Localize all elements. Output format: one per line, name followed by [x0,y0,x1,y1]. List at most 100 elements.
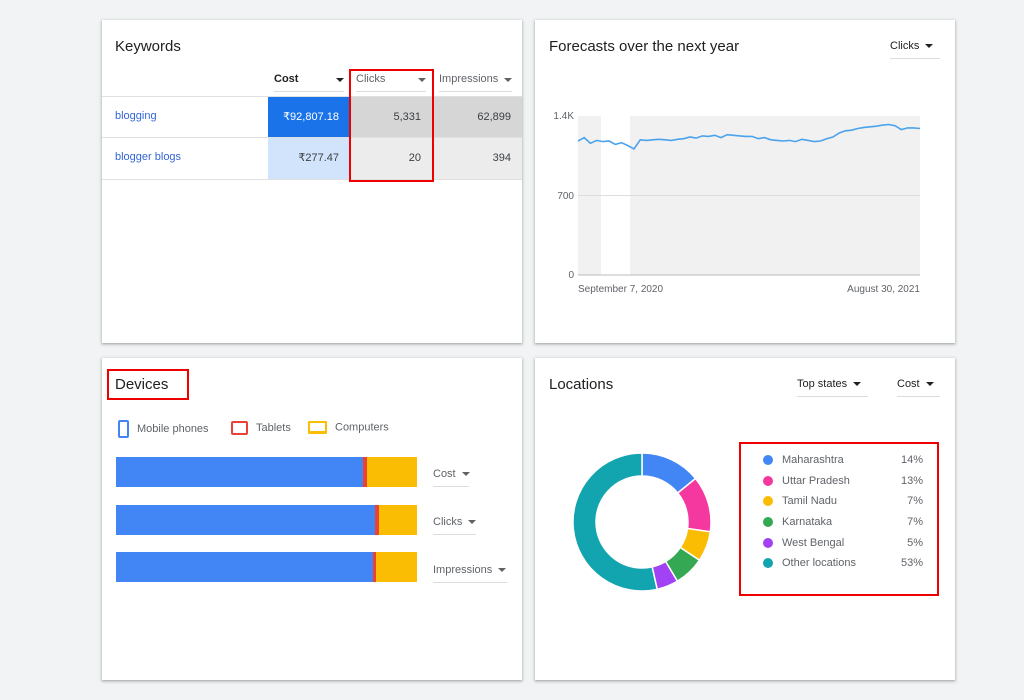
computer-icon [308,421,327,434]
device-share-bar [116,552,417,582]
locations-card: Locations Top states Cost Maharashtra 14%… [535,358,955,680]
device-share-bar [116,457,417,487]
tablet-segment [362,457,368,487]
y-tick-label: 0 [568,270,574,281]
locations-metric-dropdown[interactable]: Cost [897,378,940,397]
location-name: Karnataka [782,516,833,528]
legend-item-maharashtra: Maharashtra 14% [763,454,923,468]
location-name: Maharashtra [782,454,844,466]
locations-filter-dropdown[interactable]: Top states [797,378,868,397]
mobile-icon [118,420,129,438]
location-name: Tamil Nadu [782,495,838,507]
keywords-title: Keywords [115,38,181,55]
location-share: 7% [907,516,923,528]
forecast-series-line [577,123,921,150]
locations-donut-chart [572,452,712,592]
locations-legend: Maharashtra 14% Uttar Pradesh 13% Tamil Na… [741,442,941,592]
sort-dropdown-icon [336,78,344,82]
legend-item-uttar-pradesh: Uttar Pradesh 13% [763,475,923,489]
keyword-link[interactable]: blogger blogs [115,151,182,163]
impressions-cell: 394 [432,138,522,179]
legend-label: Tablets [256,421,291,434]
clicks-column-header[interactable]: Clicks [356,73,426,92]
computer-segment [375,552,417,582]
impressions-header-label: Impressions [439,73,499,85]
locations-title: Locations [549,376,614,393]
dropdown-icon [468,520,477,525]
dropdown-icon [853,382,862,387]
keywords-card: Keywords Cost Clicks Impressions bloggin… [102,20,522,343]
cost-cell: ₹92,807.18 [268,97,350,138]
devices-title-highlight [107,369,189,400]
cost-column-header[interactable]: Cost [274,73,344,92]
y-tick-label: 700 [557,191,574,202]
forecast-title: Forecasts over the next year [549,38,740,55]
location-name: West Bengal [782,537,845,549]
tablet-segment [373,552,376,582]
color-dot [763,517,773,527]
x-start-label: September 7, 2020 [578,284,663,295]
legend-item-west-bengal: West Bengal 5% [763,537,923,551]
x-end-label: August 30, 2021 [847,284,920,295]
keyword-link[interactable]: blogging [115,110,157,122]
devices-title: Devices [115,376,169,393]
mobile-segment [116,505,375,535]
bar-metric-dropdown[interactable]: Cost [433,468,470,487]
dropdown-icon [504,78,512,82]
bar-metric-label: Clicks [433,516,463,528]
location-name: Other locations [782,557,856,569]
legend-label: Mobile phones [137,422,209,435]
dropdown-icon [418,78,426,82]
legend-item-tamil-nadu: Tamil Nadu 7% [763,495,923,509]
dropdown-icon [925,382,934,387]
devices-card: Devices Mobile phones Tablets Computers … [102,358,522,680]
impressions-column-header[interactable]: Impressions [439,73,512,92]
impressions-cell: 62,899 [432,97,522,138]
dropdown-icon [461,472,470,477]
legend-tablets: Tablets [231,421,291,435]
clicks-header-label: Clicks [356,73,386,85]
legend-item-other-locations: Other locations 53% [763,557,923,571]
color-dot [763,455,773,465]
computer-segment [379,505,417,535]
location-share: 13% [900,475,923,487]
tablet-segment [374,505,380,535]
cost-header-label: Cost [274,73,299,85]
forecast-metric-label: Clicks [890,40,920,52]
location-name: Uttar Pradesh [782,475,850,487]
clicks-cell: 20 [350,138,432,179]
bar-metric-dropdown[interactable]: Clicks [433,516,477,535]
location-share: 5% [907,537,923,549]
dropdown-icon [498,568,507,573]
forecast-card: Forecasts over the next year Clicks 1.4K… [535,20,955,343]
location-share: 7% [907,495,923,507]
computer-segment [367,457,417,487]
mobile-segment [116,457,363,487]
bar-metric-label: Impressions [433,564,493,576]
legend-item-karnataka: Karnataka 7% [763,516,923,530]
location-share: 14% [900,454,923,466]
color-dot [763,476,773,486]
mobile-segment [116,552,374,582]
bar-metric-dropdown[interactable]: Impressions [433,564,507,583]
forecast-line-chart: 1.4K 700 0 September 7, 2020 August 30, … [553,111,921,295]
locations-metric-label: Cost [897,378,920,390]
dropdown-icon [925,44,934,49]
bar-metric-label: Cost [433,468,456,480]
tablet-icon [231,421,248,435]
color-dot [763,558,773,568]
clicks-cell: 5,331 [350,97,432,138]
location-share: 53% [900,557,923,569]
locations-legend-highlight [739,442,939,596]
color-dot [763,496,773,506]
clicks-column-highlight [349,69,434,182]
color-dot [763,538,773,548]
legend-computers: Computers [308,421,389,434]
table-row[interactable]: blogger blogs ₹277.47 20 394 [102,137,522,180]
locations-filter-label: Top states [797,378,848,390]
y-tick-label: 1.4K [553,111,574,122]
donut-slice-other-locations[interactable] [572,452,659,592]
forecast-metric-dropdown[interactable]: Clicks [890,40,940,59]
legend-mobile-phones: Mobile phones [118,420,209,438]
table-row[interactable]: blogging ₹92,807.18 5,331 62,899 [102,96,522,138]
